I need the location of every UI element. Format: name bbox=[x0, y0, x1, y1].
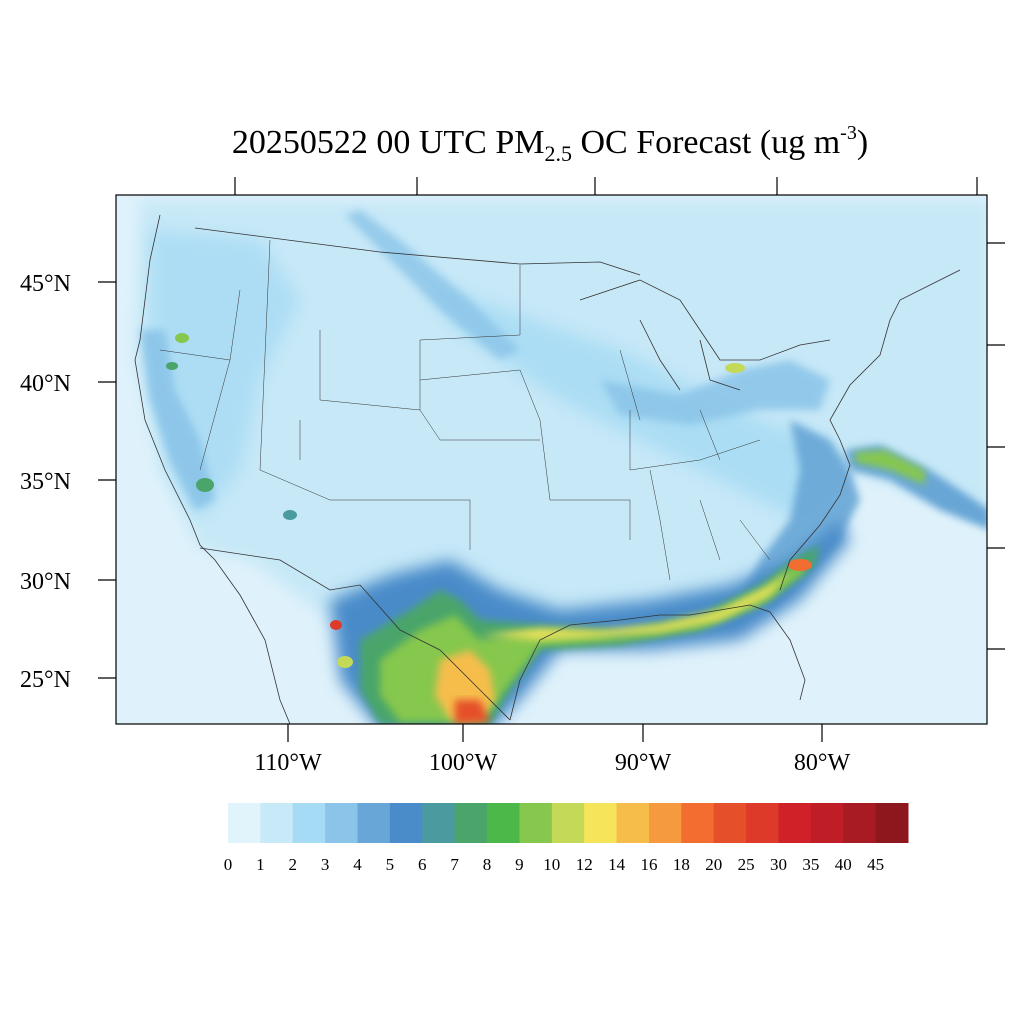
colorbar-swatch-11 bbox=[584, 803, 618, 843]
northern-plains-streak bbox=[345, 210, 520, 360]
colorbar-label-9: 9 bbox=[515, 855, 524, 874]
title-middle: OC Forecast (ug m bbox=[571, 124, 841, 161]
lat-label-35: 35°N bbox=[20, 469, 71, 495]
colorbar-swatch-3 bbox=[325, 803, 359, 843]
lat-label-40: 40°N bbox=[20, 371, 71, 397]
title-prefix: 20250522 00 UTC PM bbox=[231, 124, 545, 161]
colorbar-swatch-6 bbox=[422, 803, 456, 843]
east-coast-band-outer bbox=[740, 420, 860, 610]
longitude-labels: 110°W 100°W 90°W 80°W bbox=[254, 750, 850, 776]
map-title: 20250522 00 UTC PM2.5 OC Forecast (ug m-… bbox=[0, 122, 1024, 167]
title-superscript: -3 bbox=[840, 122, 857, 144]
lon-label-80w: 80°W bbox=[794, 750, 851, 776]
colorbar-swatch-17 bbox=[778, 803, 812, 843]
border-canada bbox=[194, 227, 641, 276]
land-fill-level-1 bbox=[135, 200, 987, 640]
map-panel bbox=[116, 195, 987, 724]
colorbar-swatch-9 bbox=[519, 803, 553, 843]
lat-label-30: 30°N bbox=[20, 569, 71, 595]
atlantic-offshore-green bbox=[855, 450, 925, 485]
colorbar-swatch-15 bbox=[713, 803, 747, 843]
colorbar-swatch-5 bbox=[389, 803, 423, 843]
coastline-gulf bbox=[509, 604, 806, 721]
colorbar-label-12: 14 bbox=[608, 855, 626, 874]
lon-label-110w: 110°W bbox=[254, 750, 322, 776]
hotspot-mexico bbox=[330, 620, 342, 630]
colorbar-swatch-18 bbox=[810, 803, 844, 843]
title-subscript: 2.5 bbox=[544, 141, 572, 166]
hotspot-arizona bbox=[283, 510, 297, 520]
west-coast-band bbox=[140, 330, 215, 510]
great-lakes bbox=[579, 279, 831, 391]
colorbar-swatch-13 bbox=[648, 803, 682, 843]
colorbar-swatch-1 bbox=[260, 803, 294, 843]
colorbar-label-14: 18 bbox=[673, 855, 690, 874]
hotspot-california-2 bbox=[166, 362, 178, 370]
colorbar-label-13: 16 bbox=[640, 855, 657, 874]
colorbar-label-16: 25 bbox=[738, 855, 755, 874]
texas-plume-red bbox=[455, 700, 490, 724]
colorbar-swatch-7 bbox=[454, 803, 488, 843]
hotspot-california-3 bbox=[196, 478, 214, 492]
border-mexico bbox=[199, 547, 511, 721]
colorbar-swatch-4 bbox=[357, 803, 391, 843]
colorbar-label-20: 45 bbox=[867, 855, 884, 874]
axis-ticks bbox=[98, 177, 1005, 742]
colorbar-label-2: 2 bbox=[289, 855, 298, 874]
colorbar-label-4: 4 bbox=[353, 855, 362, 874]
great-lakes-band bbox=[600, 360, 830, 425]
coastline-east bbox=[779, 269, 961, 591]
map-frame bbox=[115, 194, 988, 725]
colorbar-label-18: 35 bbox=[802, 855, 819, 874]
latitude-labels: 45°N 40°N 35°N 30°N 25°N bbox=[20, 271, 71, 693]
colorbar-swatch-14 bbox=[681, 803, 715, 843]
colorbar-label-7: 7 bbox=[450, 855, 459, 874]
lat-label-45: 45°N bbox=[20, 271, 71, 297]
colorbar: 0 1 2 3 4 5 6 7 8 9 10 12 14 16 18 20 25 30 35 40 45 bbox=[224, 803, 909, 874]
colorbar-swatch-19 bbox=[843, 803, 877, 843]
hotspot-carolina bbox=[788, 559, 812, 571]
lon-label-90w: 90°W bbox=[615, 750, 672, 776]
hotspot-california-1 bbox=[175, 333, 189, 343]
colorbar-label-10: 10 bbox=[543, 855, 560, 874]
gulf-coast-yellow bbox=[480, 570, 790, 640]
colorbar-swatch-10 bbox=[551, 803, 585, 843]
hotspot-mexico-2 bbox=[337, 656, 353, 668]
colorbar-swatch-20 bbox=[875, 803, 909, 843]
colorbar-swatch-8 bbox=[487, 803, 520, 843]
colorbar-label-8: 8 bbox=[483, 855, 492, 874]
state-lines bbox=[159, 239, 771, 581]
colorbar-swatch-2 bbox=[292, 803, 326, 843]
colorbar-label-15: 20 bbox=[705, 855, 722, 874]
coastline-west bbox=[134, 214, 291, 724]
colorbar-label-11: 12 bbox=[576, 855, 593, 874]
colorbar-label-19: 40 bbox=[835, 855, 852, 874]
hotspot-michigan bbox=[725, 363, 745, 373]
concentration-field bbox=[135, 200, 987, 724]
colorbar-label-6: 6 bbox=[418, 855, 427, 874]
colorbar-label-3: 3 bbox=[321, 855, 330, 874]
colorbar-swatch-0 bbox=[228, 803, 261, 843]
colorbar-label-5: 5 bbox=[386, 855, 395, 874]
colorbar-label-1: 1 bbox=[256, 855, 265, 874]
colorbar-swatch-12 bbox=[616, 803, 650, 843]
lon-label-100w: 100°W bbox=[429, 750, 498, 776]
colorbar-swatch-16 bbox=[746, 803, 779, 843]
boundary-lines bbox=[134, 214, 961, 724]
lat-label-25: 25°N bbox=[20, 667, 71, 693]
colorbar-label-17: 30 bbox=[770, 855, 787, 874]
colorbar-label-0: 0 bbox=[224, 855, 233, 874]
title-suffix: ) bbox=[856, 124, 869, 161]
